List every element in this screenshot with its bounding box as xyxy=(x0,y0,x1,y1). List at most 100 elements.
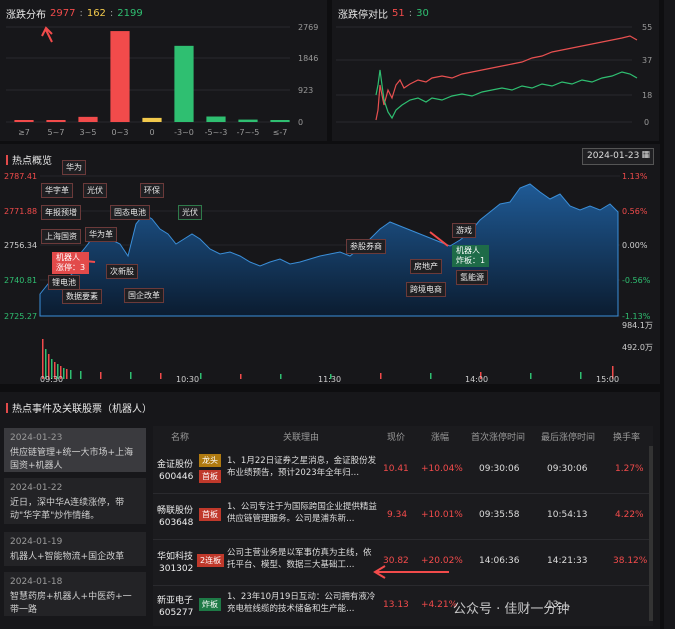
topic-tag[interactable]: 固态电池 xyxy=(110,205,150,220)
limit-up-count: 51 xyxy=(392,8,405,19)
dist-category: 0~3 xyxy=(112,128,129,137)
col-header: 首次涨停时间 xyxy=(471,433,526,443)
hot-overview-panel: 热点概览 2024-01-23 ▦ 2787.41 2771.88 2756.3… xyxy=(0,144,660,384)
topic-tag[interactable]: 游戏 xyxy=(452,223,476,238)
stock-code: 301302 xyxy=(159,564,194,574)
topic-tag[interactable]: 华字革 xyxy=(41,183,73,198)
stock-name: 金证股份 xyxy=(157,460,194,470)
reason-text: 1、23年10月19日互动：公司拥有液冷充电桩线缆的技术储备和生产能… xyxy=(227,592,376,614)
event-date: 2024-01-23 xyxy=(10,433,63,443)
col-header: 名称 xyxy=(171,433,190,443)
col-header: 涨幅 xyxy=(431,433,450,443)
first-limit-time: 09:30:06 xyxy=(479,464,520,474)
limit-title: 涨跌停对比 xyxy=(338,10,388,21)
limit-ytick: 0 xyxy=(644,118,649,127)
turnover: 4.22% xyxy=(615,510,644,520)
limit-down-count: 30 xyxy=(416,8,429,19)
dist-bar xyxy=(78,116,98,122)
change: +10.04% xyxy=(421,464,463,474)
topic-tag[interactable]: 光伏 xyxy=(178,205,202,220)
turnover: 38.12% xyxy=(613,556,648,566)
vol-tick: 984.1万 xyxy=(622,321,653,330)
volume-bars xyxy=(42,339,614,379)
col-header: 换手率 xyxy=(613,433,641,443)
change: +20.02% xyxy=(421,556,463,566)
turnover: 1.27% xyxy=(615,464,644,474)
dist-category: 0 xyxy=(149,128,154,137)
table-row[interactable]: 畅联股份 603648 首板 1、公司专注于为国际跨国企业提供精益供应链管理服务… xyxy=(153,494,653,540)
topic-tag[interactable]: 华为革 xyxy=(85,227,117,242)
time-tick: 11:30 xyxy=(318,375,341,384)
date-picker[interactable]: 2024-01-23 ▦ xyxy=(582,148,654,165)
board-badge: 2连板 xyxy=(197,554,225,567)
limit-ytick: 18 xyxy=(642,91,652,100)
dist-category: ≤-7 xyxy=(273,128,288,137)
table-scrollbar[interactable] xyxy=(649,446,653,621)
dist-category: 5~7 xyxy=(48,128,65,137)
dist-bar xyxy=(270,120,290,122)
topic-tag[interactable]: 国企改革 xyxy=(124,288,164,303)
topic-tag[interactable]: 氢能源 xyxy=(456,270,488,285)
limit-up-line xyxy=(375,35,638,121)
dist-ytick: 2769 xyxy=(298,23,318,32)
stock-name: 畅联股份 xyxy=(157,506,194,516)
dist-bar xyxy=(46,120,66,122)
table-row[interactable]: 金证股份 600446 龙头 首板 1、1月22日证券之星消息，金证股份发布业绩… xyxy=(153,448,653,494)
robot-break-tag[interactable]: 机器人 炸板：1 xyxy=(452,245,490,267)
limit-down-line xyxy=(375,69,638,120)
topic-tag[interactable]: 上海国资 xyxy=(41,229,81,244)
table-row[interactable]: 华如科技 301302 2连板 公司主营业务是以军事仿真为主线，依托平台、模型、… xyxy=(153,540,653,586)
topic-tag[interactable]: 华为 xyxy=(62,160,86,175)
table-row[interactable]: 新亚电子 605277 炸板 1、23年10月19日互动：公司拥有液冷充电桩线缆… xyxy=(153,586,653,626)
time-tick: 10:30 xyxy=(176,375,199,384)
limit-ytick: 55 xyxy=(642,23,652,32)
dist-category: -5~-3 xyxy=(205,128,228,137)
board-badge: 炸板 xyxy=(199,598,221,611)
y-left-tick: 2725.27 xyxy=(4,312,37,321)
topic-tag[interactable]: 次新股 xyxy=(106,264,138,279)
annotation-arrow xyxy=(41,26,53,43)
board-badge: 首板 xyxy=(199,508,221,521)
reason-text: 公司主营业务是以军事仿真为主线，依托平台、模型、数据三大基础工… xyxy=(227,548,372,570)
dist-ytick: 923 xyxy=(298,86,313,95)
dist-ytick: 1846 xyxy=(298,54,318,63)
y-right-tick: 1.13% xyxy=(622,172,648,181)
y-right-tick: 0.00% xyxy=(622,241,648,250)
reason-text: 1、公司专注于为国际跨国企业提供精益供应链管理服务。公司是浦东新… xyxy=(227,502,377,524)
limit-chart: 55 37 18 0 xyxy=(336,23,652,127)
change: +10.01% xyxy=(421,510,463,520)
event-date: 2024-01-22 xyxy=(10,483,63,493)
topic-tag[interactable]: 数据要素 xyxy=(62,289,102,304)
topic-tag[interactable]: 参股券商 xyxy=(346,239,386,254)
board-badge: 首板 xyxy=(199,470,221,483)
col-header: 现价 xyxy=(387,433,406,443)
topic-tag[interactable]: 光伏 xyxy=(83,183,107,198)
distribution-chart: 2769 1846 923 0 ≥7 5~7 3~5 0~3 0 -3~0 -5~-3 -7~-5 ≤-… xyxy=(6,23,318,137)
limit-ytick: 37 xyxy=(642,56,652,65)
y-left-tick: 2740.81 xyxy=(4,276,37,285)
date-value: 2024-01-23 xyxy=(587,151,640,161)
time-tick: 14:00 xyxy=(465,375,488,384)
robot-limit-up-tag[interactable]: 机器人 涨停：3 xyxy=(52,252,90,274)
event-item[interactable]: 2024-01-23 供应链管理+统一大市场+上海国资+机器人 xyxy=(4,428,146,472)
topic-tag[interactable]: 环保 xyxy=(140,183,164,198)
y-right-tick: -1.13% xyxy=(622,312,651,321)
event-text: 智慧药房+机器人+中医药+一带一路 xyxy=(10,592,132,615)
topic-tag[interactable]: 年报预增 xyxy=(41,205,81,220)
distribution-panel: 涨跌分布 2977: 162: 2199 2769 1846 923 0 ≥7 5~7 3~… xyxy=(0,0,327,141)
topic-tag[interactable]: 锂电池 xyxy=(48,275,80,290)
event-item[interactable]: 2024-01-18 智慧药房+机器人+中医药+一带一路 xyxy=(4,572,146,616)
event-item[interactable]: 2024-01-19 机器人+智能物流+国企改革 xyxy=(4,532,146,566)
calendar-icon[interactable]: ▦ xyxy=(641,150,650,160)
event-text: 近日，深中华A连续涨停，带动"华字革"炒作情绪。 xyxy=(10,498,125,521)
dist-category: -7~-5 xyxy=(237,128,260,137)
event-item[interactable]: 2024-01-22 近日，深中华A连续涨停，带动"华字革"炒作情绪。 xyxy=(4,478,146,524)
price: 30.82 xyxy=(383,556,409,566)
topic-tag[interactable]: 跨境电商 xyxy=(406,282,446,297)
time-tick: 15:00 xyxy=(596,375,619,384)
topic-tag[interactable]: 房地产 xyxy=(410,259,442,274)
dist-bar xyxy=(174,45,194,122)
stock-code: 605277 xyxy=(159,608,194,618)
first-limit-time: 09:35:58 xyxy=(479,510,520,520)
y-right-tick: -0.56% xyxy=(622,276,651,285)
